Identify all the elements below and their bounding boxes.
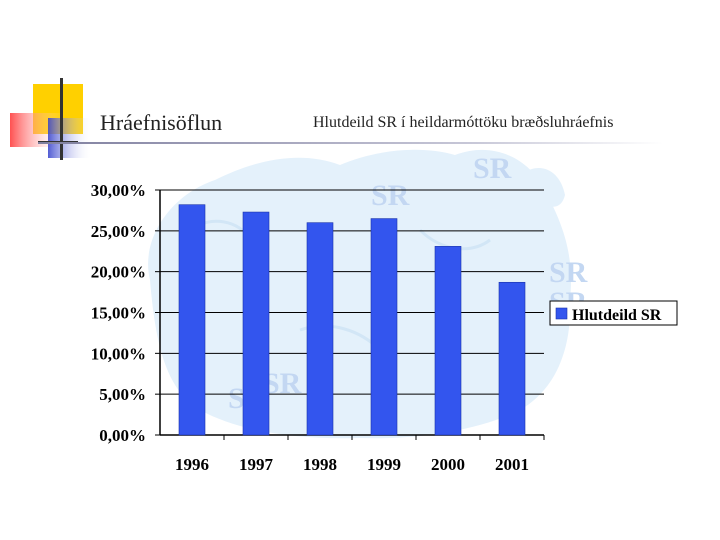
- deco-blue-block: [48, 118, 92, 158]
- x-tick-label: 1999: [367, 455, 401, 474]
- bar: [498, 281, 526, 436]
- bar: [242, 211, 270, 436]
- y-tick-label: 10,00%: [91, 344, 146, 363]
- x-tick-label: 1996: [175, 455, 209, 474]
- slide-subtitle: Hlutdeild SR í heildarmóttöku bræðsluhrá…: [313, 114, 614, 131]
- bar: [434, 246, 462, 436]
- bar: [306, 222, 334, 436]
- x-tick-label: 1998: [303, 455, 337, 474]
- bar: [370, 218, 398, 436]
- legend-label: Hlutdeild SR: [572, 307, 662, 324]
- svg-text:SR: SR: [371, 179, 410, 212]
- legend-swatch: [555, 307, 568, 320]
- y-tick-label: 15,00%: [91, 304, 146, 323]
- title-divider: [38, 142, 663, 144]
- y-tick-label: 30,00%: [91, 181, 146, 200]
- svg-text:SR: SR: [473, 152, 512, 185]
- y-tick-label: 25,00%: [91, 222, 146, 241]
- x-tick-label: 2001: [495, 455, 529, 474]
- legend-box: [549, 300, 678, 326]
- y-tick-label: 0,00%: [99, 426, 146, 445]
- bar: [178, 204, 206, 436]
- deco-vertical-line: [60, 78, 63, 160]
- x-tick-label: 1997: [239, 455, 274, 474]
- y-tick-label: 5,00%: [99, 385, 146, 404]
- slide-title: Hráefnisöflun: [100, 110, 223, 135]
- y-tick-label: 20,00%: [91, 263, 146, 282]
- svg-text:SR: SR: [549, 256, 588, 289]
- x-tick-label: 2000: [431, 455, 465, 474]
